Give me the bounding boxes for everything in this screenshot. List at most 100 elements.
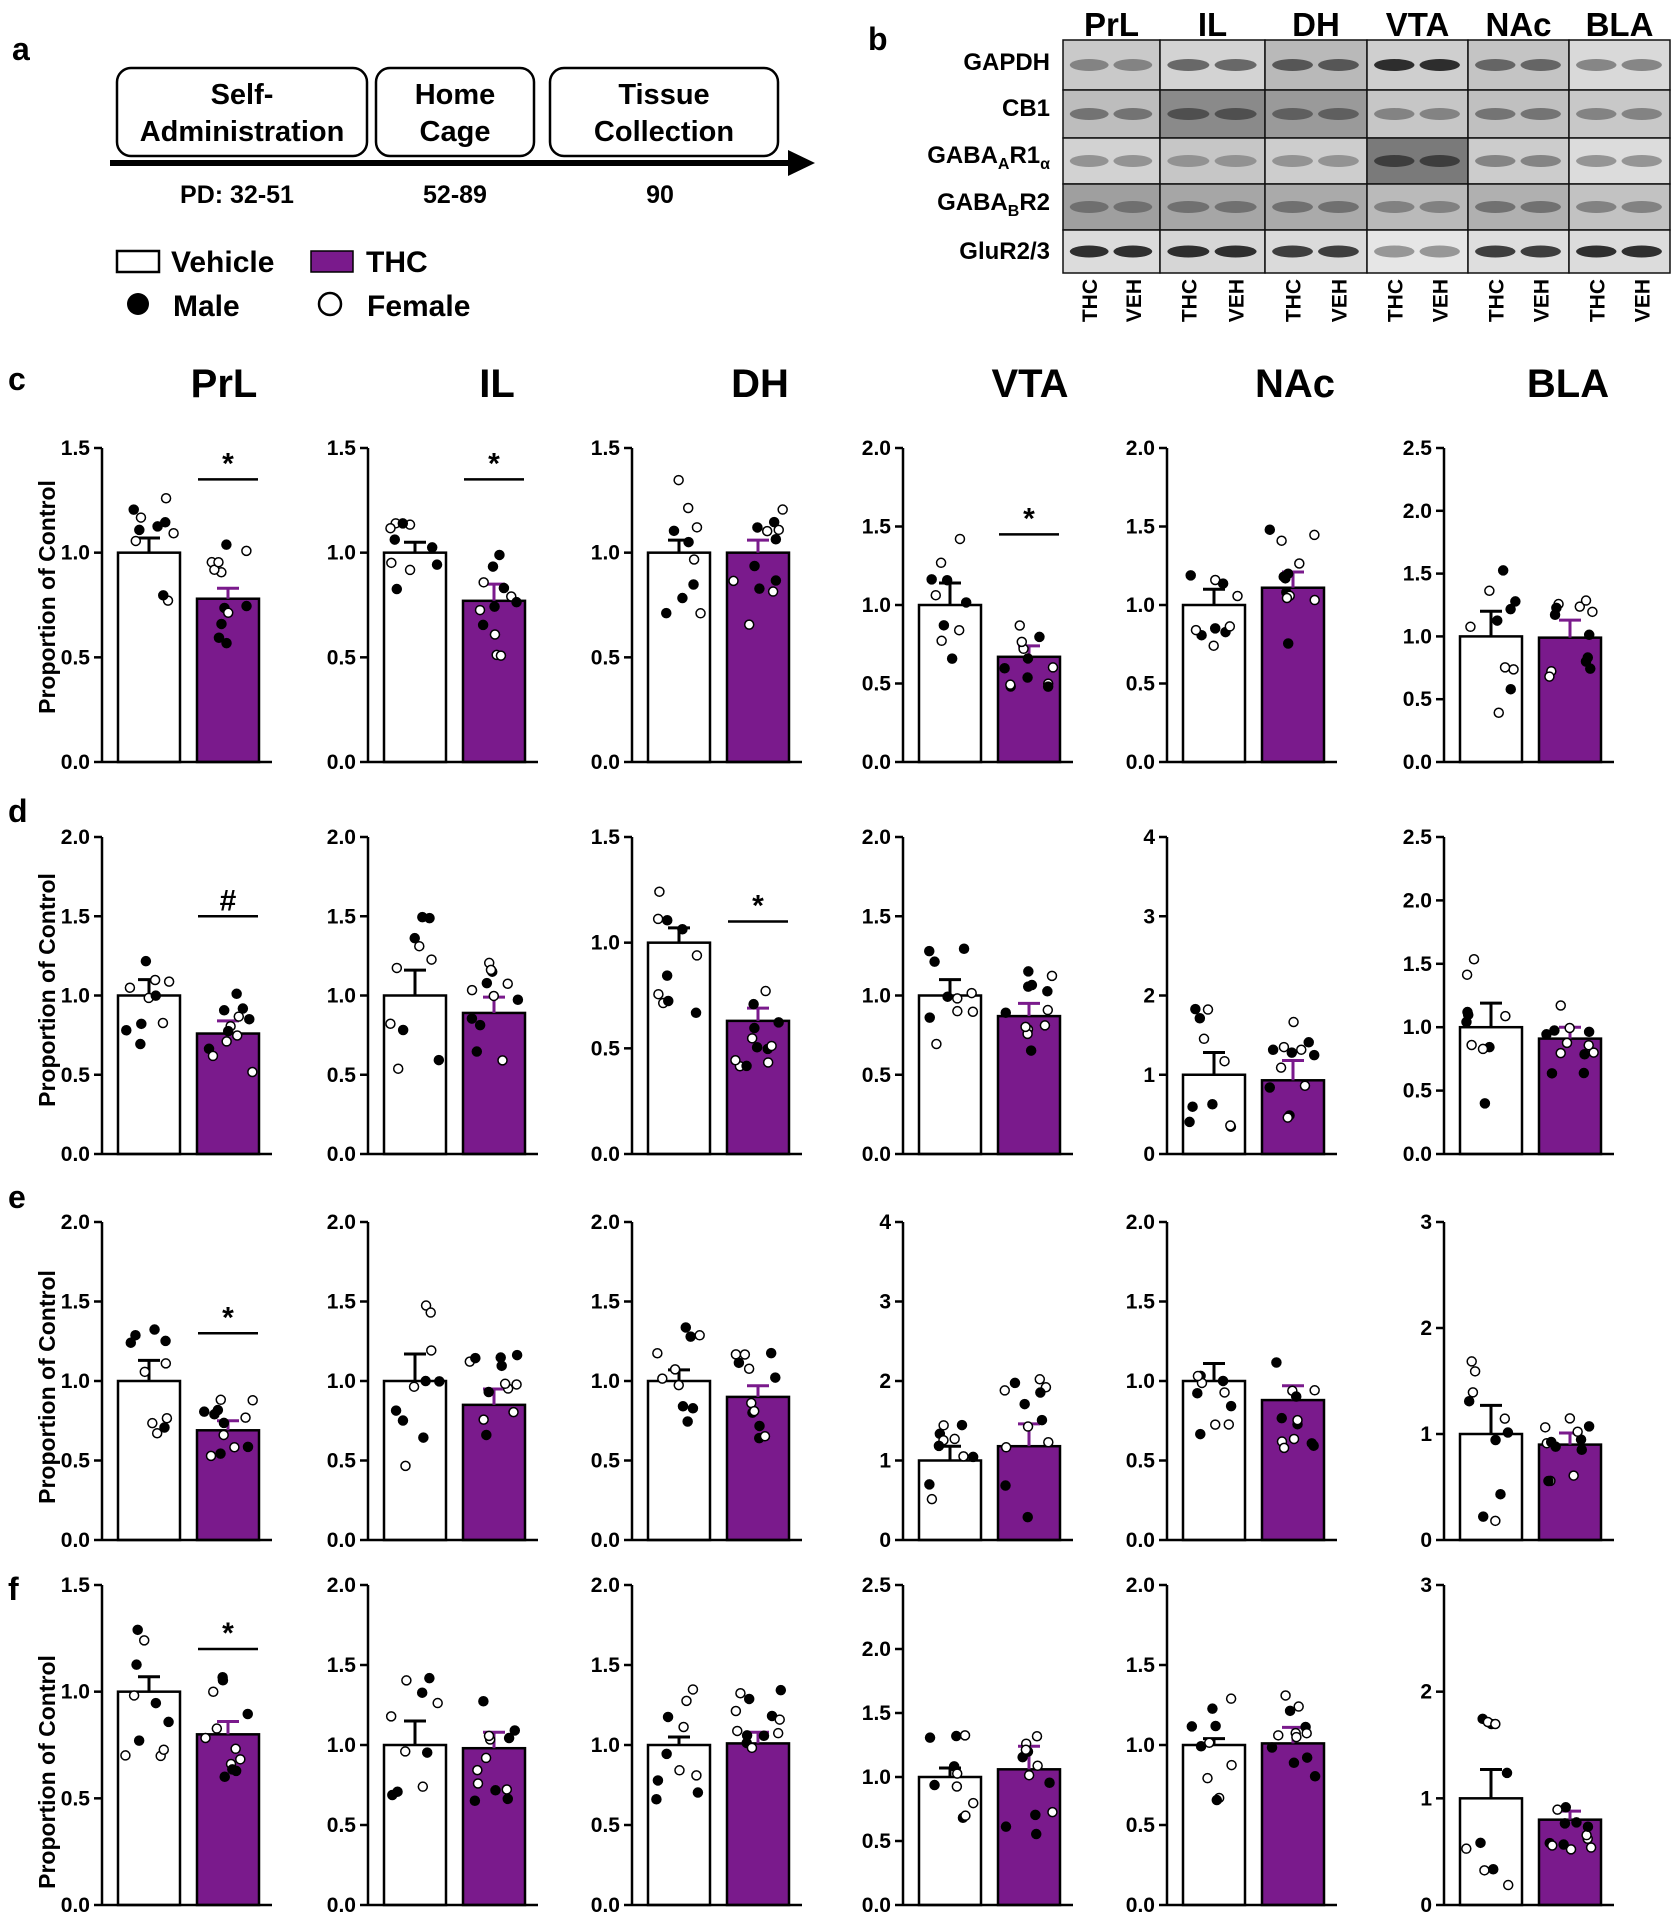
female-data-point (949, 1433, 960, 1445)
male-data-point (150, 1697, 162, 1709)
blot-band (1318, 155, 1359, 167)
female-data-point (1282, 1112, 1293, 1123)
female-data-point (674, 1765, 685, 1776)
male-data-point (1510, 596, 1521, 607)
female-data-point (739, 1349, 751, 1360)
male-data-point (217, 1671, 228, 1683)
male-data-point (663, 995, 674, 1007)
male-data-point (1187, 1101, 1198, 1112)
male-data-point (433, 1054, 445, 1066)
panel-letter-f: f (8, 1571, 19, 1607)
y-tick-label: 3 (1420, 1574, 1432, 1597)
female-data-point (728, 575, 739, 587)
female-data-point (474, 604, 486, 616)
vehicle-bar (646, 1379, 712, 1542)
male-data-point (511, 596, 522, 608)
male-data-point (1210, 1720, 1221, 1732)
male-data-point (478, 1695, 489, 1707)
female-data-point (652, 913, 664, 925)
blot-band (1475, 108, 1516, 120)
y-tick-label: 1.5 (591, 437, 621, 460)
male-data-point (942, 991, 953, 1002)
female-data-point (1490, 1718, 1501, 1730)
y-tick-label: 0.0 (591, 1529, 620, 1552)
chart-panel-f-bla: 0 1 2 3 (1420, 1574, 1614, 1917)
chart-panel-d-nac: 0 1 2 3 4 (1143, 826, 1337, 1166)
female-data-point (478, 577, 489, 588)
female-data-point (502, 978, 513, 989)
male-data-point (752, 522, 763, 533)
male-data-point (1190, 1003, 1201, 1015)
legend-vehicle-swatch (115, 249, 161, 274)
male-data-point (1284, 1705, 1296, 1717)
western-blot-panel: PrL IL DH VTA NAc BLA GAPDH CB1 GABAAR1α GABABR2 G… (927, 6, 1671, 322)
female-data-point (774, 1714, 785, 1725)
female-data-point (205, 1450, 217, 1462)
y-tick-label: 1.5 (1126, 1291, 1156, 1314)
female-data-point (425, 1307, 436, 1318)
region-title-prl: PrL (191, 362, 258, 406)
y-axis-title-row-e: Proportion of Control (34, 1270, 60, 1504)
female-data-point (1500, 1010, 1511, 1022)
male-data-point (1487, 1863, 1499, 1875)
male-data-point (749, 560, 760, 572)
male-data-point (758, 1730, 770, 1742)
blot-band (1069, 201, 1109, 213)
male-data-point (218, 1417, 230, 1429)
blot-region-bla: BLA (1586, 6, 1654, 43)
male-data-point (690, 1007, 702, 1019)
female-data-point (967, 1006, 979, 1018)
female-data-point (1225, 1120, 1236, 1131)
female-data-point (1564, 1022, 1575, 1034)
male-data-point (495, 1352, 506, 1363)
female-data-point (478, 1414, 489, 1425)
male-data-point (1583, 1026, 1595, 1038)
male-data-point (469, 1795, 481, 1806)
y-tick-label: 2.0 (1403, 889, 1432, 912)
male-data-point (237, 1003, 249, 1014)
male-data-point (397, 1024, 409, 1036)
timeline-pd-1: PD: 32-51 (180, 181, 294, 209)
vehicle-bar (1181, 1073, 1247, 1156)
y-tick-label: 0.5 (1403, 688, 1433, 711)
y-tick-label: 1.0 (61, 985, 90, 1008)
female-data-point (207, 1050, 219, 1062)
y-tick-label: 1.5 (591, 826, 621, 849)
male-data-point (421, 1747, 433, 1758)
thc-bar (1537, 1443, 1603, 1542)
blot-lane-label: THC (1485, 279, 1508, 322)
y-tick-label: 2 (1143, 985, 1155, 1008)
male-data-point (1558, 1839, 1569, 1850)
female-data-point (1225, 1693, 1237, 1704)
y-tick-label: 0.5 (591, 1814, 621, 1837)
female-data-point (1544, 671, 1555, 682)
thc-bar (1260, 586, 1326, 764)
chart-panel-c-prl: 0.0 0.5 1.0 1.5 * (61, 437, 272, 774)
female-data-point (967, 1797, 979, 1809)
male-data-point (770, 575, 782, 586)
panel-letter-a: a (12, 31, 30, 67)
female-data-point (160, 1358, 172, 1369)
male-data-point (1546, 1068, 1558, 1079)
chart-panel-c-nac: 0.0 0.5 1.0 1.5 2.0 (1126, 437, 1337, 774)
y-tick-label: 0.5 (61, 1064, 91, 1087)
female-data-point (1539, 1422, 1551, 1433)
y-tick-label: 1.5 (327, 1291, 357, 1314)
y-tick-label: 1.5 (862, 1702, 892, 1725)
blot-band (1374, 108, 1415, 120)
female-data-point (760, 985, 771, 997)
y-tick-label: 0.0 (327, 1894, 356, 1917)
male-data-point (133, 1735, 145, 1746)
male-data-point (471, 1046, 483, 1057)
chart-panel-e-nac: 0.0 0.5 1.0 1.5 2.0 (1126, 1211, 1337, 1552)
female-data-point (762, 1057, 774, 1068)
significance-marker: * (222, 1301, 234, 1334)
blot-band (1167, 59, 1210, 71)
y-tick-label: 0.0 (327, 1143, 356, 1166)
male-data-point (221, 539, 232, 550)
male-data-point (487, 561, 499, 572)
female-data-point (1466, 1356, 1477, 1367)
female-data-point (1034, 1374, 1046, 1385)
vehicle-bar (382, 1379, 448, 1542)
male-data-point (417, 911, 428, 923)
